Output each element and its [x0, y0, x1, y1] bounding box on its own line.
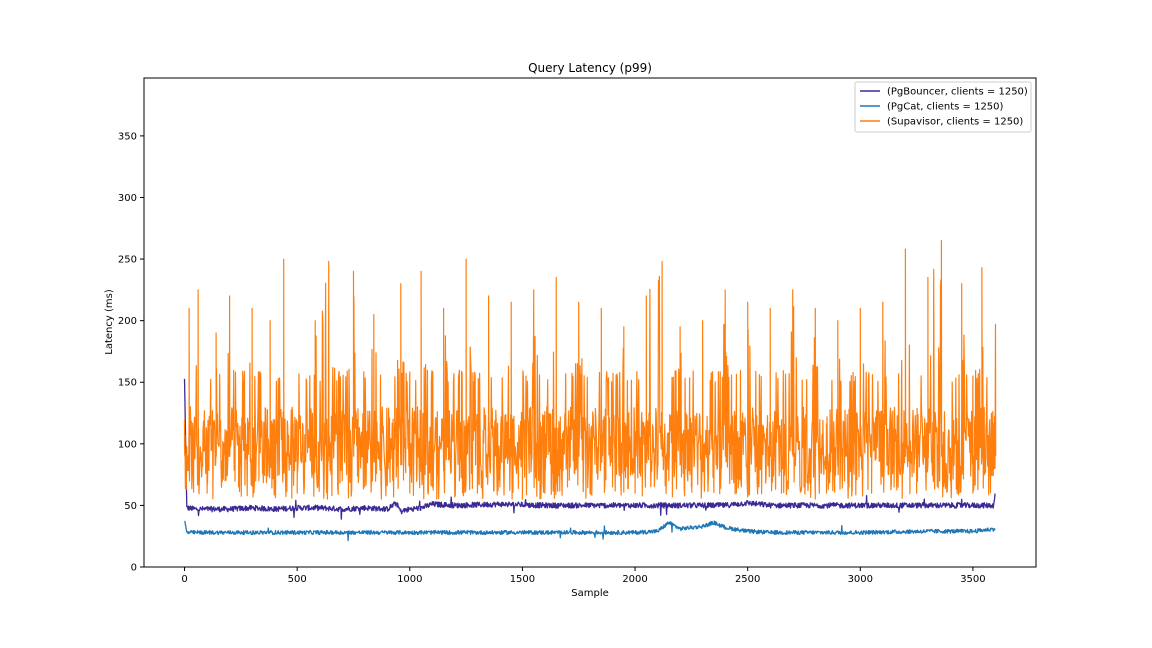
x-tick-label: 1500 — [510, 574, 535, 585]
x-tick-label: 3000 — [848, 574, 873, 585]
plot-series — [183, 240, 997, 542]
x-axis-title: Sample — [571, 588, 609, 599]
series-line — [183, 378, 996, 520]
y-tick-label: 150 — [118, 378, 137, 389]
series-line — [184, 520, 996, 542]
y-tick-label: 50 — [124, 501, 137, 512]
y-tick-label: 200 — [118, 316, 137, 327]
y-axis-title: Latency (ms) — [104, 289, 115, 355]
y-tick-label: 300 — [118, 193, 137, 204]
y-axis: 0 50 100 150 200 250 300 350 — [118, 131, 144, 574]
legend-label: (Supavisor, clients = 1250) — [887, 117, 1023, 128]
x-tick-label: 2500 — [735, 574, 760, 585]
series-line — [183, 240, 997, 500]
legend-box — [854, 81, 1032, 133]
y-tick-label: 100 — [118, 439, 137, 450]
y-tick-label: 0 — [131, 563, 137, 574]
x-tick-label: 500 — [288, 574, 307, 585]
y-tick-label: 250 — [118, 255, 137, 266]
x-tick-label: 3500 — [960, 574, 985, 585]
x-axis: 0 500 1000 1500 2000 2500 3000 3500 — [181, 567, 986, 585]
x-tick-label: 0 — [181, 574, 187, 585]
x-tick-label: 1000 — [397, 574, 422, 585]
chart-title: Query Latency (p99) — [528, 61, 652, 75]
legend: (PgBouncer, clients = 1250) (PgCat, clien… — [854, 81, 1032, 133]
y-tick-label: 350 — [118, 131, 137, 142]
legend-label: (PgBouncer, clients = 1250) — [887, 87, 1028, 98]
x-tick-label: 2000 — [622, 574, 647, 585]
plot-frame — [143, 77, 1037, 568]
legend-label: (PgCat, clients = 1250) — [887, 102, 1004, 113]
